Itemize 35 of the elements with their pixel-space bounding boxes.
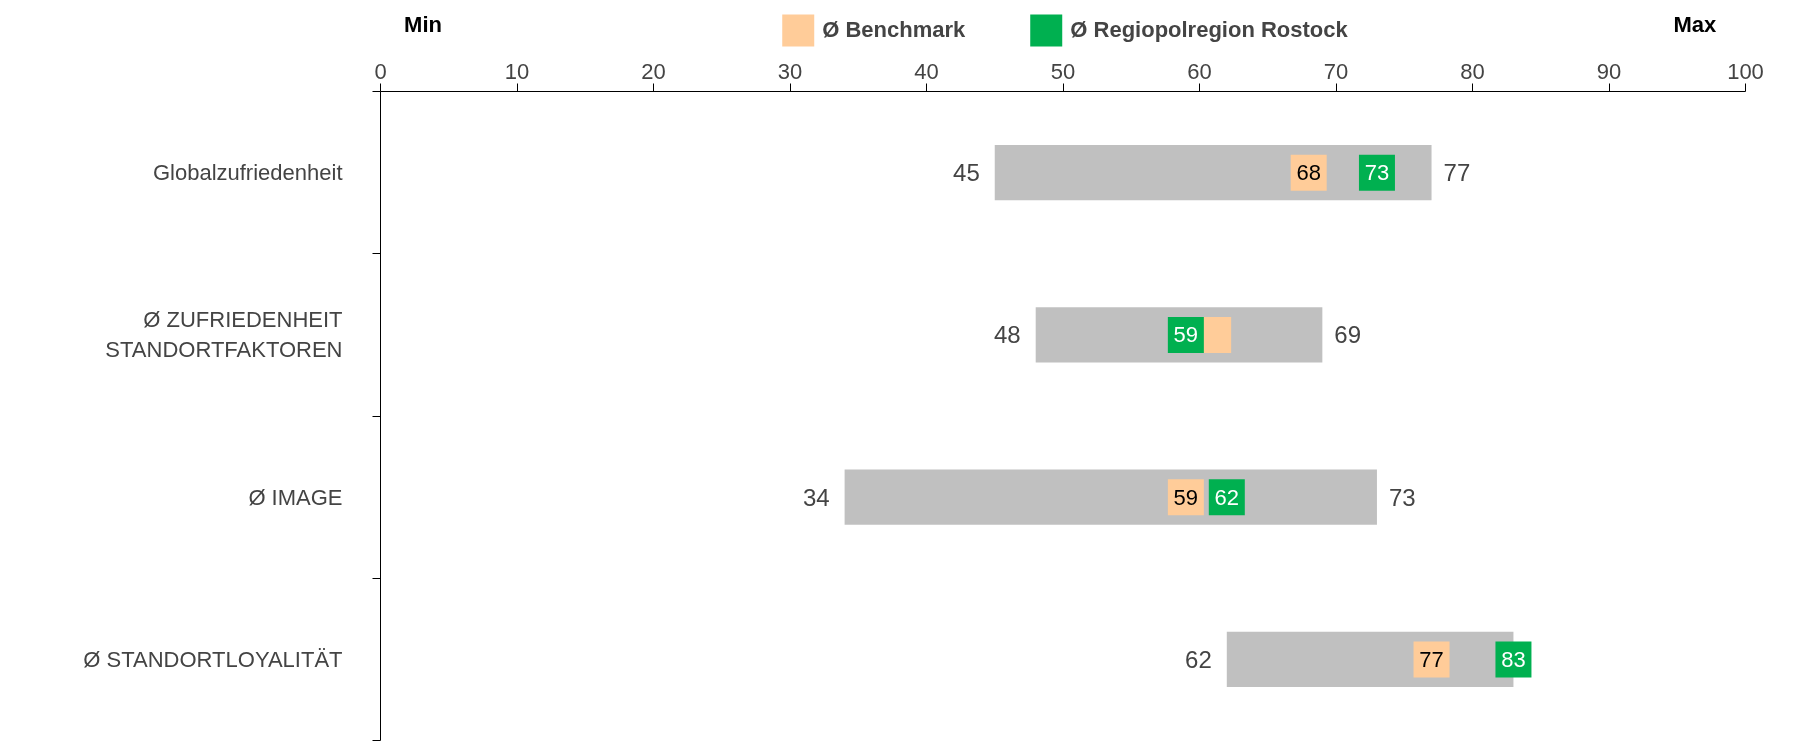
x-tick-label: 90 <box>1596 58 1622 84</box>
x-tick-label: 50 <box>1050 58 1076 84</box>
annotation: 45 <box>953 159 980 187</box>
annotation: 48 <box>994 321 1021 349</box>
annotation: 69 <box>1334 321 1362 349</box>
annotation: 34 <box>802 483 830 511</box>
annotation: 62 <box>1185 645 1212 673</box>
y-tick-label: Ø IMAGE <box>248 484 343 510</box>
legend-label: Ø Regiopolregion Rostock <box>1070 17 1348 43</box>
data-label: 83 <box>1501 646 1526 672</box>
x-tick-label: 100 <box>1727 58 1764 84</box>
x-tick-label: 60 <box>1187 58 1212 84</box>
data-label: 62 <box>1214 484 1240 510</box>
x-tick-label: 0 <box>374 58 387 84</box>
data-label: 59 <box>1173 322 1199 348</box>
x-tick-label: 80 <box>1460 58 1485 84</box>
x-tick-label: 70 <box>1323 58 1349 84</box>
data-label: 68 <box>1296 160 1321 186</box>
legend-label: Ø Benchmark <box>822 17 966 43</box>
x-tick-label: 30 <box>777 58 803 84</box>
y-tick-label: Ø ZUFRIEDENHEIT STANDORTFAKTOREN <box>105 307 343 363</box>
data-label: 77 <box>1419 646 1444 672</box>
data-label: 59 <box>1173 484 1199 510</box>
annotation: 73 <box>1388 483 1416 511</box>
y-tick-label: Globalzufriedenheit <box>152 160 343 186</box>
data-label: 73 <box>1364 160 1390 186</box>
y-tick-label: Ø STANDORTLOYALITÄT <box>83 646 343 672</box>
bar <box>994 145 1432 201</box>
x-tick-label: 20 <box>641 58 666 84</box>
annotation: 77 <box>1443 159 1471 187</box>
text: Min <box>404 12 443 37</box>
text: Max <box>1673 12 1718 37</box>
x-tick-label: 40 <box>914 58 939 84</box>
x-tick-label: 10 <box>504 58 530 84</box>
bar <box>844 469 1377 525</box>
